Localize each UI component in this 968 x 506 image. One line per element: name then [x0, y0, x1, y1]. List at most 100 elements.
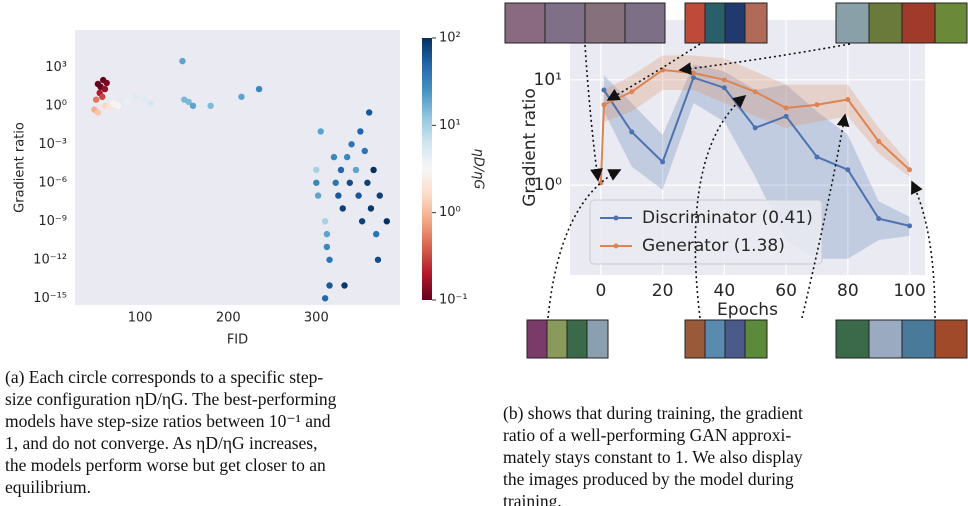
point	[179, 57, 186, 65]
point	[783, 105, 789, 111]
point	[358, 218, 366, 225]
point	[876, 138, 882, 144]
point	[907, 223, 913, 229]
x-tick-label: 200	[216, 311, 241, 326]
point	[330, 153, 338, 161]
legend-box	[589, 199, 823, 265]
point	[601, 87, 607, 93]
colorbar-tick-label: 10⁰	[439, 205, 461, 220]
point	[365, 109, 373, 116]
x-tick-label: 300	[304, 311, 329, 326]
point	[207, 102, 214, 109]
point	[123, 98, 131, 106]
x-tick-label: 60	[775, 281, 797, 301]
point	[94, 109, 102, 116]
point	[814, 102, 820, 108]
point	[601, 102, 607, 108]
y-tick-label: 10⁰	[534, 175, 563, 195]
caption-line: size configuration ηD/ηG. The best-perfo…	[5, 389, 337, 409]
colorbar	[422, 38, 432, 300]
point	[323, 230, 331, 238]
colorbar-tick-label: 10²	[439, 31, 461, 46]
point	[814, 154, 820, 160]
point	[876, 216, 882, 222]
x-tick-label: 100	[128, 311, 153, 326]
point	[361, 147, 368, 155]
point	[313, 179, 320, 186]
point	[314, 192, 322, 199]
point	[321, 295, 329, 302]
legend-marker	[613, 215, 619, 221]
point	[783, 113, 789, 119]
colorbar-tick-label: 10⁻¹	[439, 293, 468, 308]
point	[629, 129, 635, 135]
point	[114, 102, 122, 109]
caption-line: 1, and do not converge. As ηD/ηG increas…	[5, 433, 318, 453]
y-axis-label: Gradient ratio	[520, 88, 540, 207]
y-tick-label: 10⁻³	[38, 137, 67, 152]
point	[317, 128, 324, 135]
point	[238, 93, 245, 100]
caption-line: training.	[503, 491, 562, 506]
point	[721, 77, 727, 83]
point	[355, 192, 362, 199]
point	[752, 125, 758, 131]
colorbar-label: ηD/ηG	[471, 149, 486, 190]
error-band	[600, 55, 910, 190]
y-tick-label: 10⁻¹⁵	[33, 291, 67, 306]
x-axis-label: FID	[227, 333, 248, 348]
point	[383, 218, 390, 225]
point	[141, 96, 148, 103]
point	[690, 75, 696, 81]
point	[629, 89, 635, 95]
point	[370, 166, 377, 174]
point	[99, 93, 106, 100]
point	[373, 230, 380, 238]
colorbar-tick-label: 10¹	[439, 118, 461, 133]
y-tick-label: 10⁰	[45, 98, 67, 113]
point	[92, 96, 100, 103]
legend-label: Discriminator (0.41)	[642, 208, 813, 228]
point	[103, 79, 110, 87]
point	[147, 100, 154, 107]
point	[357, 128, 364, 135]
point	[845, 167, 851, 173]
point	[721, 85, 727, 91]
thumbnails	[504, 2, 968, 359]
caption-line: mately stays constant to 1. We also disp…	[503, 447, 803, 467]
x-tick-label: 100	[893, 281, 925, 301]
point	[690, 70, 696, 76]
point	[348, 141, 355, 148]
point	[323, 243, 331, 251]
legend-marker	[613, 243, 619, 249]
caption-line: (b) shows that during training, the grad…	[503, 403, 803, 423]
point	[337, 166, 345, 174]
point	[343, 153, 351, 161]
thumbnail-row	[504, 2, 968, 359]
y-tick-label: 10⁻¹²	[33, 252, 67, 267]
point	[341, 282, 348, 289]
point	[326, 282, 333, 289]
point	[907, 167, 913, 173]
x-tick-label: 20	[652, 281, 674, 301]
y-axis-label: Gradient ratio	[13, 122, 28, 213]
caption-line: equilibrium.	[5, 477, 91, 497]
y-tick-label: 10⁻⁹	[38, 214, 67, 229]
point	[185, 98, 192, 106]
point	[101, 85, 109, 93]
point	[332, 179, 339, 186]
arrows	[547, 43, 936, 319]
point	[374, 256, 382, 263]
legend-label: Generator (1.38)	[642, 236, 785, 256]
caption-line: (a) Each circle corresponds to a specifi…	[5, 367, 323, 387]
point	[660, 159, 666, 165]
point	[845, 97, 851, 103]
point	[364, 179, 371, 186]
caption-line: the models perform worse but get closer …	[5, 455, 326, 475]
point	[335, 192, 342, 199]
y-tick-label: 10⁻⁶	[38, 175, 67, 190]
plot-area	[75, 30, 400, 305]
point	[352, 166, 360, 174]
y-tick-label: 10³	[45, 60, 67, 75]
